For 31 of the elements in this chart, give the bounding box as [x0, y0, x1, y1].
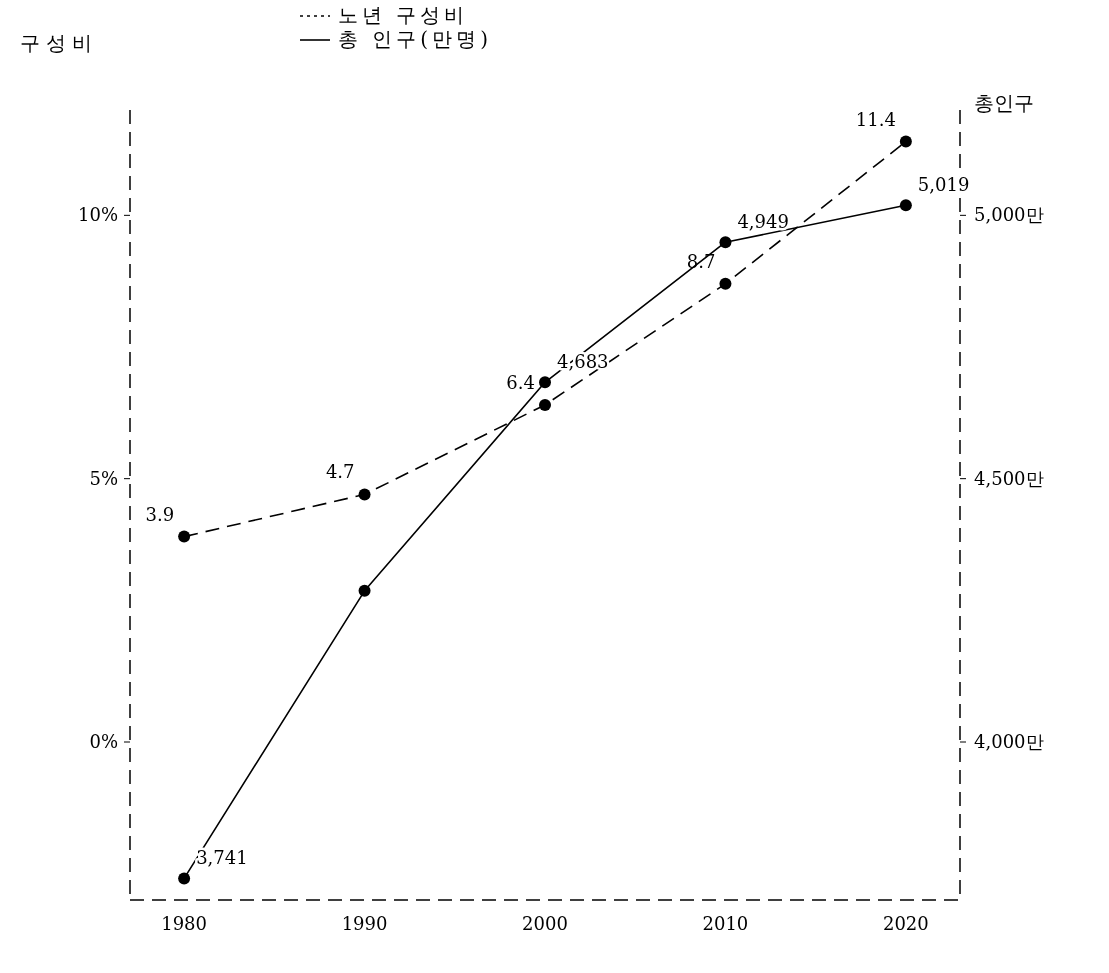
- y2-tick-label: 4,000만: [974, 731, 1044, 752]
- point: [178, 872, 191, 885]
- data-label: 11.4: [855, 108, 896, 130]
- legend-label: 총 인구(만명): [338, 27, 492, 51]
- x-tick-label: 1990: [341, 913, 388, 934]
- data-label: 3,741: [196, 847, 248, 869]
- y2-tick-label: 4,500만: [974, 467, 1044, 489]
- data-label: 6.4: [506, 371, 535, 393]
- x-tick-label: 1980: [161, 913, 208, 934]
- point: [719, 236, 732, 249]
- y2-axis-title: 총인구: [974, 91, 1034, 115]
- x-tick-label: 2000: [522, 913, 568, 934]
- legend-label: 노년 구성비: [338, 3, 469, 27]
- point: [899, 199, 912, 212]
- y-axis-title: 구성비: [20, 31, 98, 55]
- x-tick-label: 2010: [702, 913, 749, 934]
- point: [358, 584, 371, 597]
- x-tick-label: 2020: [882, 913, 929, 934]
- y-tick-label: 10%: [77, 204, 118, 226]
- point: [539, 398, 551, 411]
- data-label: 3.9: [145, 503, 175, 525]
- point: [719, 277, 732, 290]
- point: [899, 135, 912, 148]
- point: [178, 530, 191, 543]
- point: [539, 376, 551, 389]
- y-tick-label: 0%: [89, 731, 118, 752]
- y-tick-label: 5%: [89, 467, 118, 489]
- data-label: 4.7: [325, 461, 355, 483]
- data-label: 4,949: [737, 211, 789, 233]
- y2-tick-label: 5,000만: [974, 204, 1044, 226]
- point: [358, 488, 371, 501]
